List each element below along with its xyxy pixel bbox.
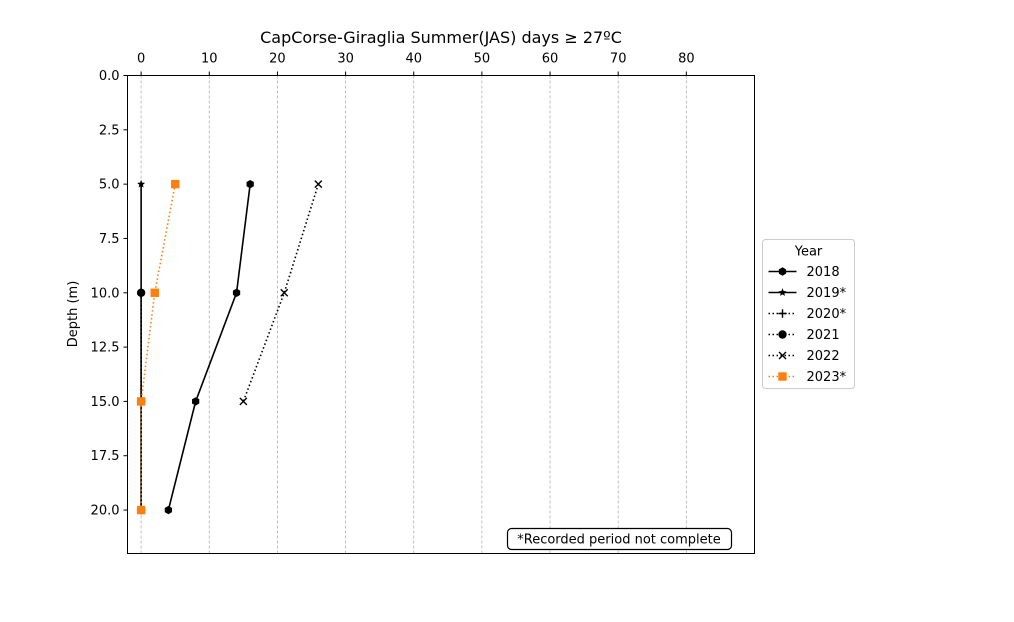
y-tick-label: 17.5 [91, 449, 120, 464]
legend-entry: 2023* [768, 370, 847, 385]
chart-title: CapCorse-Giraglia Summer(JAS) days ≥ 27º… [260, 28, 622, 47]
legend-title: Year [794, 245, 823, 260]
x-tick-label: 30 [337, 52, 354, 67]
legend-entry: 2021 [768, 328, 840, 343]
y-axis-label: Depth (m) [66, 281, 81, 348]
data-point [246, 179, 254, 189]
legend-marker [778, 351, 787, 360]
data-point [239, 397, 248, 406]
data-point [136, 505, 146, 515]
legend-entry: 2019* [768, 286, 847, 301]
y-tick-label: 5.0 [99, 178, 120, 193]
legend-marker [778, 309, 787, 318]
legend-label: 2021 [807, 328, 840, 343]
data-point [314, 180, 323, 189]
legend-label: 2018 [807, 265, 840, 280]
data-point [232, 288, 241, 297]
legend-entry: 2018 [768, 265, 840, 280]
y-tick-label: 7.5 [99, 232, 120, 247]
series-2022 [239, 180, 323, 406]
series-2018 [164, 179, 254, 515]
legend-label: 2023* [807, 370, 847, 385]
x-tick-label: 60 [542, 52, 559, 67]
series-line [140, 183, 176, 511]
data-point [171, 179, 180, 189]
legend-label: 2020* [807, 307, 847, 322]
series-layer [136, 179, 323, 515]
data-point [280, 288, 289, 297]
legend-marker [778, 267, 787, 276]
plot-frame [127, 75, 755, 554]
y-axis: 0.0 2.5 5.0 7.5 10.0 12.5 15.0 17.5 20.0 [91, 69, 128, 519]
y-tick-label: 12.5 [91, 341, 120, 356]
data-point [136, 397, 146, 406]
y-tick-label: 15.0 [91, 395, 120, 410]
series-line [167, 184, 251, 511]
data-point [192, 397, 200, 406]
data-point [164, 505, 173, 515]
y-tick-label: 2.5 [99, 123, 120, 138]
legend: Year 2018 2019* 2020* 2021 2022 2023* [762, 239, 855, 389]
x-tick-label: 0 [137, 52, 145, 67]
legend-entry: 2022 [768, 349, 840, 364]
legend-box [762, 239, 855, 389]
legend-label: 2019* [807, 286, 847, 301]
x-tick-label: 40 [405, 52, 422, 67]
x-tick-label: 50 [474, 52, 491, 67]
data-point [136, 288, 146, 297]
y-tick-label: 0.0 [99, 69, 120, 84]
legend-marker [778, 288, 787, 296]
x-tick-label: 80 [678, 52, 695, 67]
legend-marker [778, 372, 787, 381]
y-tick-label: 10.0 [91, 286, 120, 301]
legend-label: 2022 [807, 349, 840, 364]
annotation-text: *Recorded period not complete [517, 533, 721, 548]
annotation-box: *Recorded period not complete [506, 527, 733, 551]
x-tick-label: 10 [201, 52, 218, 67]
x-axis: 0 10 20 30 40 50 60 70 80 [137, 52, 695, 76]
x-tick-label: 70 [610, 52, 627, 67]
legend-entry: 2020* [768, 307, 847, 322]
data-point [150, 288, 159, 297]
legend-marker [778, 330, 787, 339]
x-tick-label: 20 [269, 52, 286, 67]
y-tick-label: 20.0 [91, 504, 120, 519]
series-2023 [136, 179, 180, 515]
data-point [137, 179, 146, 188]
